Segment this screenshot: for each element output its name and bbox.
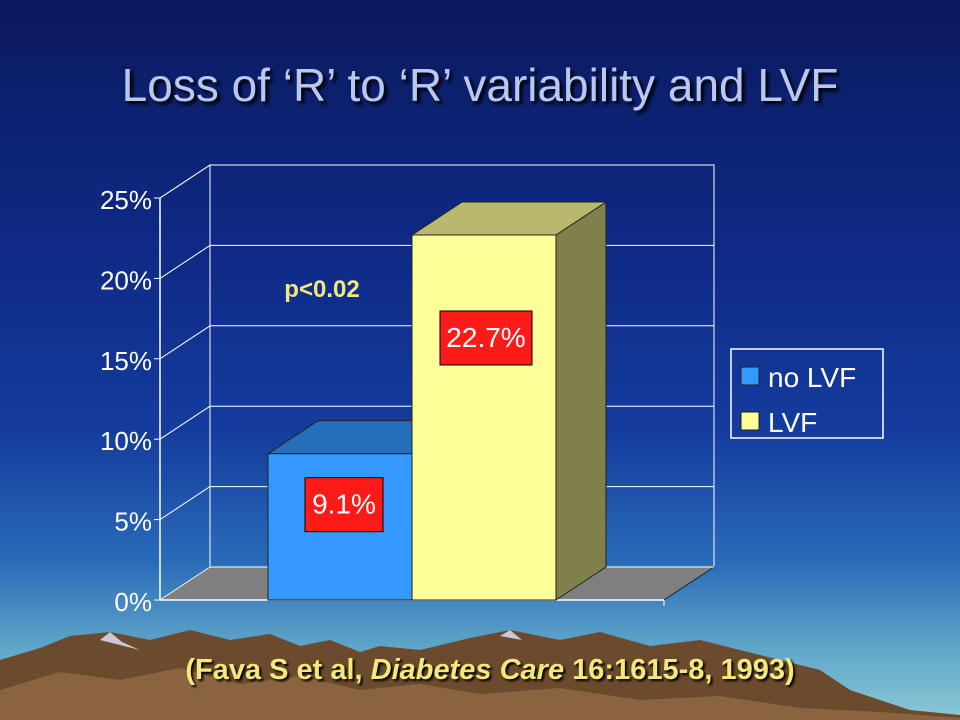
citation-prefix: (Fava S et al, <box>185 654 371 686</box>
gridline-side <box>159 405 211 440</box>
legend-box <box>730 348 884 439</box>
legend: no LVF LVF <box>730 348 884 439</box>
y-tick-label: 15% <box>100 346 152 376</box>
bar-side <box>555 201 607 601</box>
y-tick-label: 0% <box>114 587 152 617</box>
y-tick-label: 25% <box>100 185 152 215</box>
data-label: 22.7% <box>439 310 533 366</box>
slide-title: Loss of ‘R’ to ‘R’ variability and LVF <box>121 59 839 111</box>
gridline-side <box>159 486 211 521</box>
data-label-box <box>439 310 533 366</box>
y-tick-label: 5% <box>114 507 152 537</box>
bar-front <box>411 234 557 601</box>
mountain-background <box>0 630 960 720</box>
legend-swatch <box>740 411 760 431</box>
legend-label: LVF <box>768 407 817 438</box>
bar-chart-3d: 0% 5% 10% 15% 20% 25% 9.1% 22.7% p<0.02 no LVF LVF <box>100 164 884 617</box>
gridline-side <box>159 566 211 601</box>
citation-suffix: 16:1615-8, 1993) <box>564 654 795 686</box>
data-label: 9.1% <box>304 477 384 533</box>
gridline-side <box>159 164 211 199</box>
gridline-side <box>159 244 211 279</box>
legend-label: no LVF <box>768 362 856 393</box>
y-tick-label: 20% <box>100 265 152 295</box>
data-label-text: 22.7% <box>446 322 525 353</box>
y-tick-label: 10% <box>100 426 152 456</box>
data-label-text: 9.1% <box>312 489 376 520</box>
side-wall <box>159 164 211 601</box>
p-value-annotation: p<0.02 <box>284 276 359 303</box>
citation-journal: Diabetes Care <box>370 654 565 686</box>
legend-swatch <box>740 366 760 386</box>
citation-text: (Fava S et al, Diabetes Care 16:1615-8, … <box>0 654 960 687</box>
data-label-box <box>304 477 384 533</box>
bar-lvf <box>410 201 608 601</box>
gridline-side <box>159 325 211 360</box>
